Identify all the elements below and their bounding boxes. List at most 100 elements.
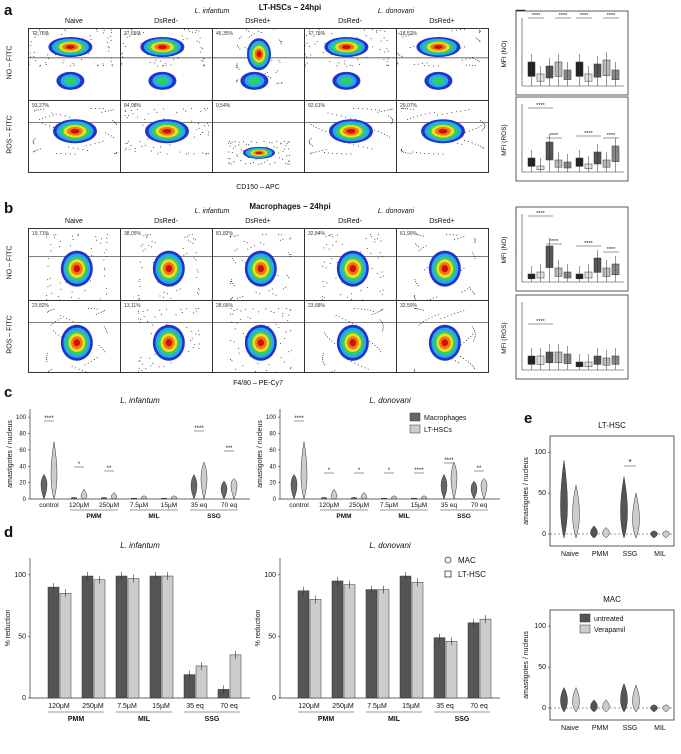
event-dot (196, 40, 198, 42)
event-dot (416, 115, 418, 117)
event-dot (202, 48, 204, 50)
flow-plot: 13,11% (120, 300, 213, 373)
y-tick-label: 100 (16, 415, 27, 421)
event-dot (483, 122, 485, 124)
event-dot (392, 118, 394, 120)
event-dot (345, 116, 347, 118)
x-tick-label: 7.5µM (130, 502, 148, 509)
event-dot (381, 309, 383, 311)
event-dot (380, 240, 382, 242)
event-dot (372, 46, 374, 48)
event-dot (242, 150, 244, 152)
event-dot (71, 365, 73, 367)
event-dot (362, 146, 364, 148)
event-dot (290, 349, 292, 351)
event-dot (94, 143, 96, 145)
x-tick-label: 35 eq (191, 502, 208, 509)
event-dot (231, 141, 233, 143)
event-dot (280, 142, 282, 144)
violin (330, 488, 338, 500)
event-dot (318, 29, 320, 30)
event-dot (350, 117, 352, 119)
event-dot (50, 250, 52, 252)
event-dot (44, 61, 46, 63)
event-dot (370, 252, 372, 254)
event-dot (233, 260, 235, 262)
event-dot (163, 365, 165, 367)
event-dot (389, 116, 391, 118)
event-dot (101, 111, 103, 113)
event-dot (290, 237, 292, 239)
event-dot (229, 313, 231, 315)
event-dot (281, 41, 283, 43)
event-dot (46, 355, 48, 357)
event-dot (323, 261, 325, 263)
flow-plot: 23,82% (28, 300, 121, 373)
event-dot (278, 327, 280, 329)
event-dot (456, 142, 458, 144)
event-dot (47, 54, 49, 56)
y-axis-label: MFI (NO) (501, 40, 508, 67)
event-dot (268, 290, 270, 292)
event-dot (469, 286, 471, 288)
event-dot (88, 53, 90, 55)
event-dot (384, 51, 386, 53)
event-dot (308, 29, 310, 30)
event-dot (323, 353, 325, 355)
event-dot (103, 259, 105, 261)
event-dot (110, 35, 112, 37)
event-dot (170, 362, 172, 364)
event-dot (71, 291, 73, 293)
event-dot (440, 318, 442, 320)
event-dot (454, 360, 456, 362)
density-contour (257, 265, 265, 273)
violin (590, 699, 598, 713)
event-dot (383, 37, 385, 39)
event-dot (285, 331, 287, 333)
event-dot (179, 151, 181, 153)
x-tick-label: 120µM (319, 502, 339, 509)
event-dot (409, 117, 411, 119)
event-dot (33, 150, 35, 152)
mfi-chart: MFI (ROS)****24hpi48hpi (501, 294, 629, 380)
event-dot (254, 370, 256, 372)
group-label: SSG (455, 716, 470, 723)
event-dot (159, 151, 161, 153)
density-contour (342, 45, 351, 49)
event-dot (279, 39, 281, 41)
event-dot (282, 312, 284, 314)
column-header: DsRed- (338, 218, 362, 225)
event-dot (475, 37, 477, 39)
event-dot (96, 357, 98, 359)
legend-label: untreated (594, 616, 624, 623)
event-dot (380, 111, 382, 113)
event-dot (98, 312, 100, 314)
event-dot (313, 125, 315, 127)
event-dot (373, 129, 375, 131)
violin (480, 478, 488, 500)
event-dot (282, 158, 284, 160)
event-dot (187, 239, 189, 241)
event-dot (323, 332, 325, 334)
x-tick-label: PMM (592, 725, 609, 732)
event-dot (474, 336, 476, 338)
event-dot (149, 61, 151, 63)
event-dot (142, 311, 144, 313)
event-dot (458, 361, 460, 363)
y-axis-label: % reduction (5, 609, 12, 646)
event-dot (288, 277, 290, 279)
y-axis-label: MFI (ROS) (501, 322, 508, 353)
event-dot (138, 298, 140, 300)
violin (440, 473, 448, 500)
event-dot (183, 254, 185, 256)
event-dot (195, 259, 197, 261)
event-dot (267, 76, 269, 78)
event-dot (146, 309, 148, 311)
event-dot (104, 310, 106, 312)
event-dot (271, 142, 273, 144)
event-dot (433, 111, 435, 113)
event-dot (69, 65, 71, 67)
event-dot (376, 30, 378, 32)
violin (390, 495, 398, 500)
event-dot (196, 292, 198, 294)
